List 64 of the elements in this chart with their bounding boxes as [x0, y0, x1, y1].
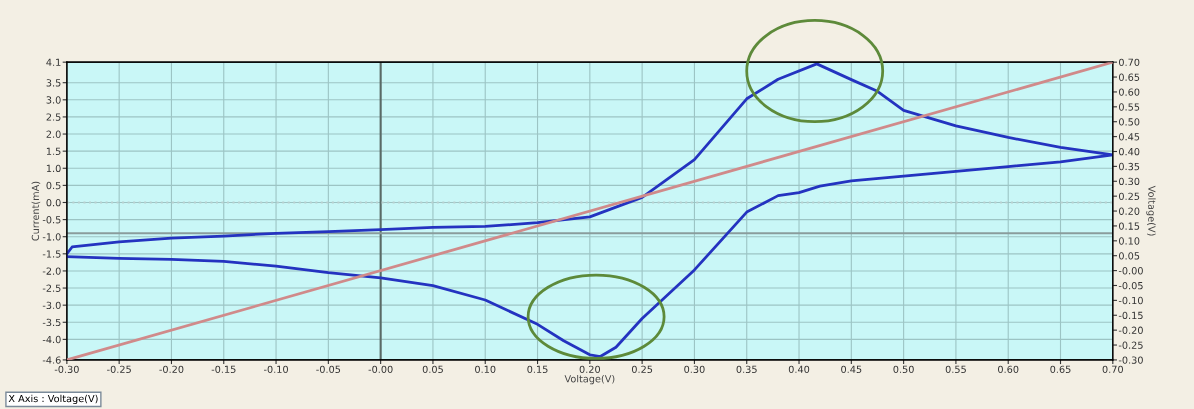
y2-tick-label: 0.35	[1119, 162, 1140, 171]
x-tick-label: -0.30	[54, 365, 79, 373]
x-tick-label: 0.50	[893, 365, 914, 373]
y2-tick-label: 0.50	[1119, 118, 1140, 126]
y-tick-label: -1.5	[42, 250, 61, 258]
y-tick-label: -3.0	[42, 301, 61, 309]
y-tick-label: 1.5	[46, 147, 61, 155]
y-tick-label: -2.5	[42, 284, 61, 292]
x-tick-label: -0.05	[316, 365, 341, 373]
y2-tick-label: 0.55	[1119, 103, 1140, 111]
y-tick-label: 4.1	[46, 58, 61, 66]
y2-tick-label: -0.30	[1118, 356, 1143, 364]
y-tick-label: -4.0	[42, 335, 61, 344]
x-tick-label: -0.15	[211, 365, 236, 373]
x-tick-label: 0.25	[631, 365, 653, 373]
y2-tick-label: 0.30	[1119, 177, 1140, 186]
y2-tick-label: 0.05	[1119, 252, 1140, 260]
y-tick-label: 2.5	[46, 113, 61, 121]
x-tick-label: 0.65	[1050, 365, 1071, 373]
y2-tick-label: -0.00	[1118, 267, 1143, 275]
y2-tick-label: 0.40	[1119, 147, 1140, 156]
y-tick-label: 2.0	[46, 130, 61, 138]
x-tick-label: 0.20	[579, 365, 601, 373]
x-tick-label: 0.60	[998, 365, 1019, 373]
y-tick-label: -2.0	[42, 267, 61, 275]
y-tick-label: -0.5	[42, 216, 61, 224]
x-tick-label: 0.10	[475, 365, 496, 373]
x-tick-label: -0.20	[159, 365, 184, 373]
x-axis-title: Voltage(V)	[564, 374, 615, 385]
y-tick-label: 1.0	[46, 164, 61, 173]
x-tick-label: 0.55	[945, 365, 966, 373]
y-axis-title: Current(mA)	[31, 181, 41, 241]
y-tick-label: 3.0	[46, 96, 61, 104]
y2-tick-label: -0.15	[1118, 311, 1143, 320]
y2-tick-label: 0.70	[1119, 58, 1140, 66]
y2-tick-label: 0.45	[1119, 133, 1140, 141]
text: X Axis : Voltage(V)	[8, 394, 98, 405]
x-tick-label: 0.30	[684, 365, 705, 373]
y2-tick-label: -0.25	[1118, 341, 1143, 349]
y-tick-label: 0.0	[46, 198, 61, 207]
x-tick-label: 0.15	[527, 365, 548, 373]
y2-tick-label: -0.20	[1118, 326, 1143, 334]
y2-tick-label: 0.10	[1119, 237, 1140, 245]
y-tick-label: -1.0	[42, 233, 61, 241]
y2-tick-label: 0.15	[1119, 222, 1140, 230]
y2-tick-label: 0.20	[1119, 207, 1140, 215]
y-tick-label: 0.5	[46, 181, 61, 190]
y-tick-label: 3.5	[46, 79, 61, 87]
x-tick-label: 0.40	[788, 365, 810, 373]
y2-tick-label: -0.10	[1118, 296, 1143, 305]
y2-tick-label: -0.05	[1118, 281, 1143, 290]
x-tick-label: 0.05	[422, 365, 443, 373]
y-tick-label: -3.5	[42, 318, 61, 327]
x-tick-label: 0.35	[736, 365, 757, 373]
x-tick-label: 0.70	[1102, 365, 1123, 373]
y2-tick-label: 0.25	[1119, 192, 1140, 200]
y2-axis-title: Voltage(V)	[1146, 185, 1156, 236]
y2-tick-label: 0.60	[1119, 88, 1140, 96]
x-tick-label: -0.10	[263, 365, 288, 373]
y-tick-label: -4.6	[42, 356, 61, 364]
x-tick-label: -0.25	[107, 365, 131, 373]
x-tick-label: -0.00	[368, 365, 393, 373]
y2-tick-label: 0.65	[1119, 73, 1140, 81]
x-tick-label: 0.45	[841, 365, 862, 373]
